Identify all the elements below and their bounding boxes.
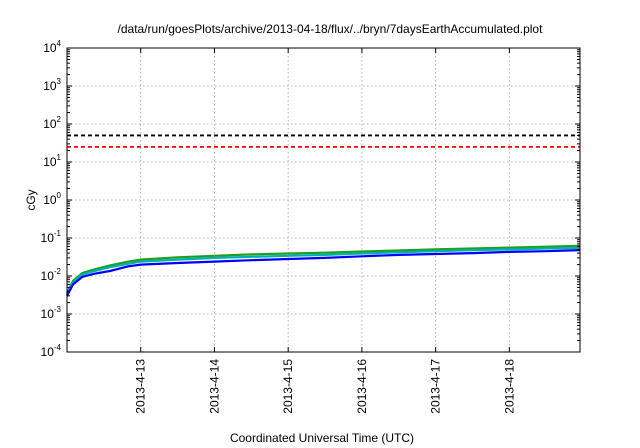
series-line bbox=[66, 246, 581, 296]
y-tick-base: 10 bbox=[43, 79, 57, 93]
y-tick-exponent: -1 bbox=[54, 229, 62, 238]
series-line bbox=[66, 244, 581, 294]
y-tick-exponent: 1 bbox=[57, 153, 62, 162]
x-tick-label: 2013-4-15 bbox=[281, 359, 295, 414]
x-tick-label: 2013-4-18 bbox=[502, 359, 516, 414]
y-tick-exponent: 3 bbox=[57, 77, 62, 86]
series-line bbox=[66, 249, 581, 297]
x-tick-label: 2013-4-16 bbox=[355, 359, 369, 414]
x-tick-label: 2013-4-17 bbox=[429, 359, 443, 414]
series-lines bbox=[66, 244, 581, 297]
y-tick-label: 100 bbox=[43, 191, 61, 207]
x-tick-label: 2013-4-13 bbox=[134, 359, 148, 414]
x-axis: 2013-4-13 2013-4-14 2013-4-15 2013-4-16 2013… bbox=[134, 48, 516, 414]
y-tick-label: 103 bbox=[43, 77, 61, 93]
y-tick-exponent: -4 bbox=[54, 343, 62, 352]
chart-title: /data/run/goesPlots/archive/2013-04-18/f… bbox=[118, 22, 544, 36]
y-tick-base: 10 bbox=[43, 155, 57, 169]
y-tick-label: 102 bbox=[43, 115, 61, 131]
y-tick-exponent: 0 bbox=[57, 191, 62, 200]
y-tick-base: 10 bbox=[43, 117, 57, 131]
y-tick-label: 101 bbox=[43, 153, 61, 169]
y-tick-base: 10 bbox=[41, 231, 55, 245]
y-tick-exponent: 2 bbox=[57, 115, 62, 124]
x-axis-label: Coordinated Universal Time (UTC) bbox=[230, 431, 414, 445]
y-tick-label: 10-2 bbox=[41, 267, 62, 283]
y-tick-label: 10-1 bbox=[41, 229, 62, 245]
y-tick-base: 10 bbox=[41, 307, 55, 321]
threshold-lines bbox=[67, 134, 580, 148]
y-tick-label: 10-4 bbox=[41, 343, 62, 359]
y-tick-exponent: 4 bbox=[57, 39, 62, 48]
x-tick-label: 2013-4-14 bbox=[207, 359, 221, 414]
y-tick-base: 10 bbox=[41, 269, 55, 283]
y-tick-base: 10 bbox=[43, 41, 57, 55]
y-tick-base: 10 bbox=[43, 193, 57, 207]
y-tick-label: 10-3 bbox=[41, 305, 62, 321]
grid bbox=[67, 48, 580, 352]
y-tick-exponent: -3 bbox=[54, 305, 62, 314]
y-axis-label: cGy bbox=[24, 189, 38, 210]
y-tick-exponent: -2 bbox=[54, 267, 62, 276]
y-tick-base: 10 bbox=[41, 345, 55, 359]
y-tick-label: 104 bbox=[43, 39, 61, 55]
